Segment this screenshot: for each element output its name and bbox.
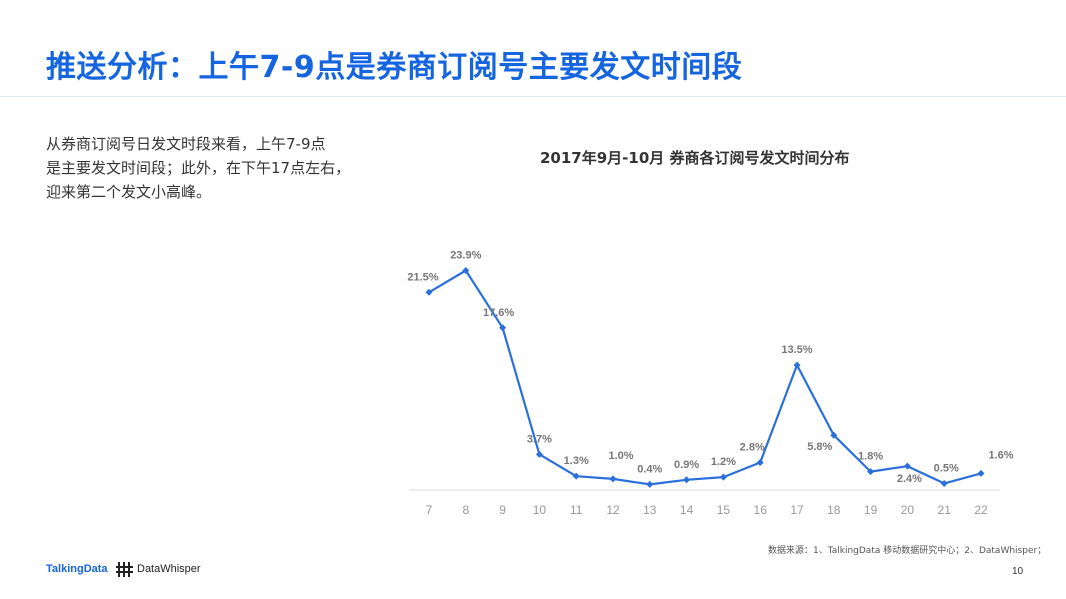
data-label: 0.9% <box>674 459 699 471</box>
x-tick-label: 21 <box>938 503 952 517</box>
data-point <box>572 472 580 480</box>
data-point <box>462 266 470 274</box>
chart-title: 2017年9月-10月 券商各订阅号发文时间分布 <box>540 149 850 167</box>
data-label: 3.7% <box>527 433 552 445</box>
data-label: 1.3% <box>564 455 589 467</box>
talkingdata-logo: TalkingData <box>46 563 108 575</box>
x-tick-label: 15 <box>717 503 731 517</box>
data-point <box>535 450 543 458</box>
page-title: 推送分析：上午7-9点是券商订阅号主要发文时间段 <box>46 50 743 85</box>
series-line <box>428 269 982 486</box>
description-line-2: 是主要发文时间段；此外，在下午17点左右， <box>46 159 351 177</box>
x-tick-label: 20 <box>901 503 915 517</box>
datawhisper-logo: DataWhisper <box>137 563 201 575</box>
data-label: 17.6% <box>483 307 514 319</box>
description-line-1: 从券商订阅号日发文时段来看，上午7-9点 <box>46 135 326 153</box>
x-tick-label: 11 <box>570 503 583 517</box>
data-label: 23.9% <box>450 249 481 261</box>
x-tick-label: 17 <box>790 503 804 517</box>
x-tick-label: 9 <box>499 503 506 517</box>
data-label: 1.0% <box>608 450 633 462</box>
data-label: 1.2% <box>711 456 736 468</box>
datawhisper-logo-icon <box>116 562 133 577</box>
data-point <box>793 361 801 369</box>
x-tick-label: 22 <box>974 503 988 517</box>
data-label: 13.5% <box>781 344 812 356</box>
description-line-3: 迎来第二个发文小高峰。 <box>46 183 212 201</box>
data-label: 1.6% <box>988 449 1013 461</box>
page-number: 10 <box>1012 566 1024 577</box>
data-point <box>609 475 617 483</box>
data-point <box>940 479 948 487</box>
data-point <box>830 431 838 439</box>
data-point <box>903 462 911 470</box>
data-label: 0.4% <box>637 463 662 475</box>
data-point <box>756 459 764 467</box>
data-point <box>425 288 433 296</box>
x-tick-label: 10 <box>533 503 547 517</box>
data-label: 5.8% <box>807 441 832 453</box>
data-label: 1.8% <box>858 451 883 463</box>
data-point <box>977 469 985 477</box>
data-label: 2.4% <box>897 473 922 485</box>
data-source-note: 数据来源：1、TalkingData 移动数据研究中心；2、DataWhispe… <box>768 546 1047 556</box>
x-tick-label: 14 <box>680 503 694 517</box>
data-point <box>646 480 654 488</box>
description-text: 从券商订阅号日发文时段来看，上午7-9点 是主要发文时间段；此外，在下午17点左… <box>46 132 386 204</box>
data-point <box>499 324 507 332</box>
x-tick-label: 8 <box>462 503 469 517</box>
x-tick-label: 16 <box>754 503 768 517</box>
title-divider <box>0 96 1066 97</box>
data-label: 21.5% <box>407 271 438 283</box>
data-point <box>683 476 691 484</box>
data-point <box>867 468 875 476</box>
x-tick-label: 12 <box>606 503 620 517</box>
data-label: 2.8% <box>740 442 765 454</box>
x-tick-label: 13 <box>643 503 657 517</box>
x-tick-label: 7 <box>426 503 433 517</box>
x-tick-label: 19 <box>864 503 878 517</box>
data-label: 0.5% <box>934 462 959 474</box>
x-tick-label: 18 <box>827 503 841 517</box>
data-point <box>719 473 727 481</box>
